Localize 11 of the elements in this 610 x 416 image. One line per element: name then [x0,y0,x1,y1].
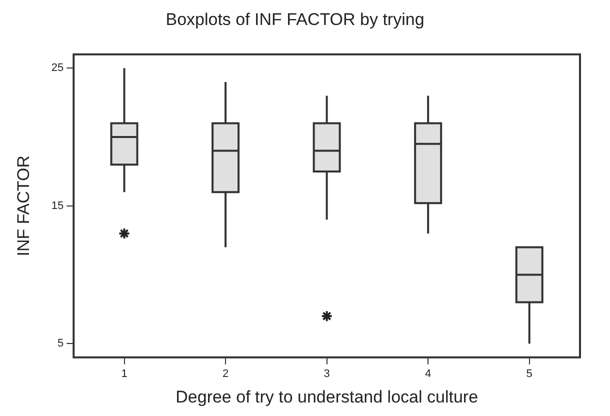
x-axis-title: Degree of try to understand local culture [176,387,478,406]
y-tick-label: 25 [51,62,64,74]
y-tick-label: 15 [51,200,64,212]
x-tick-label: 3 [324,368,330,380]
x-tick-label: 5 [526,368,532,380]
x-tick-label: 4 [425,368,432,380]
chart-title: Boxplots of INF FACTOR by trying [166,10,424,29]
x-tick-label: 1 [121,368,128,380]
y-axis-title: INF FACTOR [14,156,33,256]
x-tick-label: 2 [222,368,229,380]
y-tick-label: 5 [58,338,64,350]
